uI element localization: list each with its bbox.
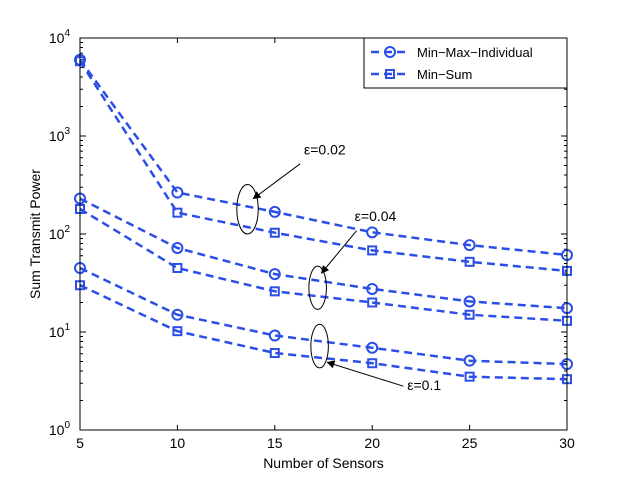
x-tick-label: 30 — [559, 435, 575, 451]
series-line-square-eps-0.1 — [79, 284, 568, 381]
data-point-square — [385, 69, 395, 79]
data-point-square — [269, 348, 280, 359]
data-point-square — [367, 245, 378, 256]
annotation-label: ε=0.02 — [304, 141, 346, 157]
data-point-square — [269, 227, 280, 238]
data-point-square — [269, 286, 280, 297]
series-line-square-eps-0.02 — [78, 60, 568, 273]
series-layer — [74, 53, 573, 385]
legend-label: Min−Sum — [417, 67, 472, 82]
series-line-circle-eps-0.1 — [79, 266, 568, 366]
data-point-square — [464, 309, 475, 320]
data-point-square — [172, 207, 183, 218]
plot-area — [80, 38, 567, 430]
data-point-circle — [384, 46, 396, 58]
data-point-square — [367, 358, 378, 369]
y-axis-label: Sum Transmit Power — [27, 169, 43, 299]
data-point-circle — [463, 239, 476, 252]
data-point-square — [172, 326, 183, 337]
x-tick-label: 15 — [267, 435, 283, 451]
plot-frame — [79, 37, 568, 431]
data-point-circle — [366, 226, 379, 239]
y-tick-label: 101 — [49, 322, 71, 340]
annotation-label: ε=0.04 — [355, 208, 397, 224]
annotation-arrow — [252, 163, 301, 200]
y-tick-label: 100 — [49, 420, 71, 438]
data-point-circle — [268, 329, 281, 342]
legend-box — [363, 37, 568, 89]
data-point-circle — [171, 241, 184, 254]
x-tick-label: 25 — [462, 435, 478, 451]
data-point-circle — [366, 341, 379, 354]
data-point-circle — [366, 282, 379, 295]
data-point-square — [464, 256, 475, 267]
annotation-ellipse — [310, 323, 329, 369]
x-axis-label: Number of Sensors — [263, 455, 384, 471]
data-point-circle — [171, 186, 184, 199]
series-line-circle-eps-0.04 — [79, 197, 568, 310]
data-point-square — [172, 262, 183, 273]
annotation-arrow — [326, 360, 404, 387]
series-line-circle-eps-0.02 — [78, 58, 568, 257]
annotation-arrow — [320, 230, 358, 274]
y-tick-label: 102 — [49, 224, 71, 242]
data-point-circle — [463, 295, 476, 308]
series-line-square-eps-0.04 — [79, 207, 568, 323]
y-tick-label: 104 — [49, 28, 71, 46]
x-tick-label: 5 — [76, 435, 84, 451]
x-tick-label: 10 — [170, 435, 186, 451]
annotation-layer: ε=0.02 ε=0.04 ε=0.1 — [236, 141, 441, 393]
data-point-circle — [463, 354, 476, 367]
data-point-square — [464, 371, 475, 382]
annotation-label: ε=0.1 — [407, 377, 441, 393]
data-point-circle — [268, 268, 281, 281]
x-tick-label: 20 — [364, 435, 380, 451]
annotation-ellipse — [308, 265, 327, 310]
data-point-circle — [268, 205, 281, 218]
data-point-square — [367, 297, 378, 308]
legend: Min−Max−Individual Min−Sum — [363, 37, 568, 89]
annotation-ellipse — [236, 183, 259, 235]
y-tick-label: 103 — [49, 126, 71, 144]
legend-label: Min−Max−Individual — [417, 45, 533, 60]
data-point-circle — [171, 308, 184, 321]
